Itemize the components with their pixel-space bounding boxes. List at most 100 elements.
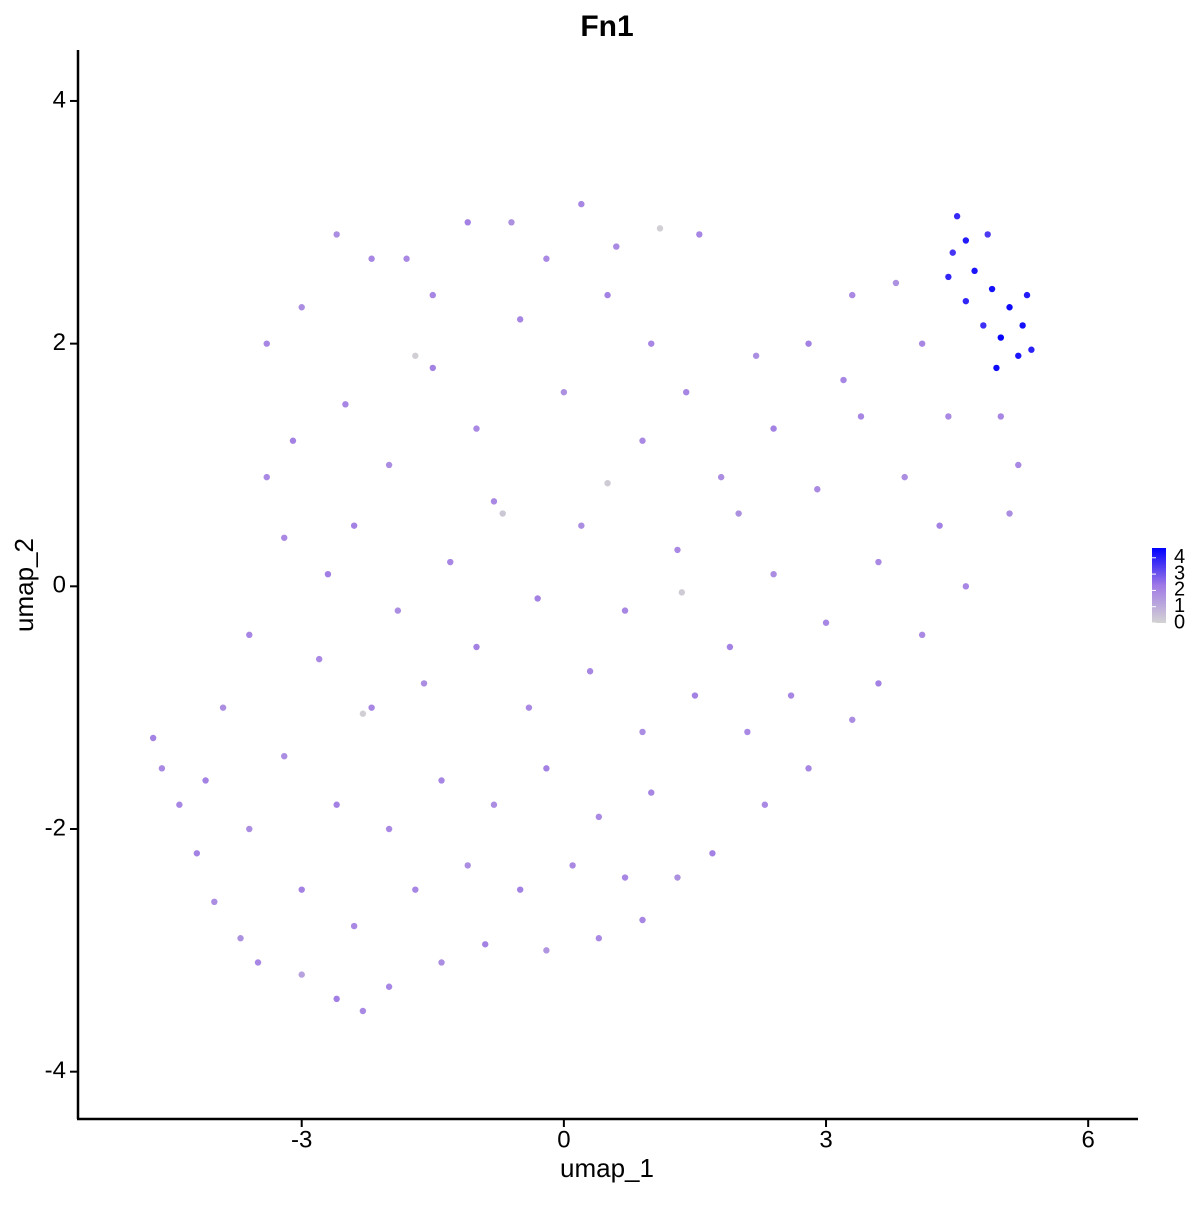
point <box>385 825 393 833</box>
point <box>1015 352 1022 359</box>
point <box>678 589 686 596</box>
point <box>246 825 253 833</box>
point <box>394 607 402 614</box>
point <box>595 813 603 821</box>
point <box>281 534 288 541</box>
point <box>770 570 777 578</box>
point <box>412 886 419 893</box>
point <box>696 231 703 238</box>
point <box>1023 291 1031 299</box>
y-axis-label: umap_2 <box>9 538 39 632</box>
point <box>447 558 454 566</box>
point <box>464 862 471 869</box>
point <box>621 607 629 614</box>
point <box>219 704 227 711</box>
point <box>639 437 646 444</box>
point <box>350 522 358 529</box>
point <box>412 352 419 359</box>
y-tick-label: 4 <box>53 86 66 113</box>
point <box>158 765 166 772</box>
colorbar-tick-label: 3 <box>1174 562 1185 584</box>
point <box>875 680 882 687</box>
point <box>918 340 926 347</box>
point <box>473 643 480 651</box>
point <box>534 595 541 602</box>
point <box>263 473 270 481</box>
point <box>875 558 882 566</box>
point <box>543 255 550 262</box>
point <box>516 316 524 323</box>
point <box>385 983 393 990</box>
point <box>350 922 358 930</box>
point <box>674 546 681 554</box>
point <box>176 801 183 808</box>
point <box>420 680 428 687</box>
point <box>473 425 480 432</box>
point <box>429 364 436 372</box>
point <box>822 619 830 626</box>
point <box>333 801 340 808</box>
point <box>482 941 489 948</box>
x-tick-label: -3 <box>291 1126 312 1153</box>
colorbar-tick-label: 1 <box>1174 595 1185 617</box>
point <box>674 874 681 881</box>
point <box>997 413 1005 420</box>
point <box>949 249 956 256</box>
point <box>438 959 445 966</box>
point <box>849 716 856 723</box>
point <box>691 692 699 699</box>
point <box>368 255 375 262</box>
point <box>962 583 970 590</box>
point <box>814 486 821 493</box>
point <box>849 291 856 299</box>
y-tick-label: 2 <box>53 329 66 356</box>
point <box>709 850 716 857</box>
point <box>281 752 288 760</box>
point <box>613 243 620 250</box>
point <box>499 510 506 517</box>
point <box>368 704 375 711</box>
point <box>298 304 305 311</box>
y-tick-label: 0 <box>53 572 66 599</box>
y-tick-label: -2 <box>45 814 66 841</box>
point <box>770 425 777 432</box>
point <box>936 522 943 529</box>
point <box>333 995 340 1003</box>
point <box>543 765 550 772</box>
point <box>289 437 297 444</box>
point <box>438 777 445 784</box>
point <box>315 655 323 663</box>
point <box>1015 461 1022 469</box>
point <box>508 219 515 226</box>
point <box>560 388 568 396</box>
point <box>298 971 305 978</box>
point <box>359 1007 367 1015</box>
point <box>787 692 795 699</box>
chart-title: Fn1 <box>580 10 633 43</box>
point <box>857 413 865 420</box>
point <box>385 461 393 469</box>
point <box>971 267 978 275</box>
point <box>639 728 646 736</box>
point <box>490 801 498 808</box>
point <box>639 916 646 924</box>
point <box>752 352 760 359</box>
point <box>1006 304 1013 311</box>
point <box>953 213 961 220</box>
point <box>945 273 952 281</box>
colorbar-tick-label: 2 <box>1174 579 1185 601</box>
point <box>805 340 812 347</box>
point <box>744 728 751 736</box>
point <box>621 874 629 881</box>
colorbar-tick-label: 4 <box>1174 546 1185 568</box>
point <box>525 704 533 711</box>
point <box>490 498 498 505</box>
point <box>298 886 305 893</box>
point <box>193 850 201 857</box>
point <box>263 340 270 347</box>
colorbar <box>1152 548 1166 623</box>
point <box>211 898 218 906</box>
x-tick-label: 3 <box>819 1126 832 1153</box>
point <box>726 643 734 651</box>
